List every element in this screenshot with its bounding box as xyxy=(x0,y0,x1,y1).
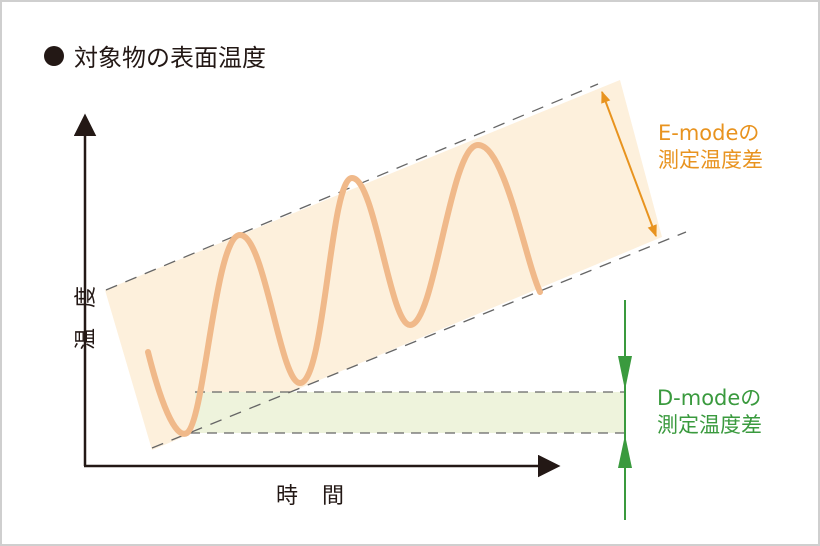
title-text: 対象物の表面温度 xyxy=(74,44,266,72)
d-mode-label-line2: 測定温度差 xyxy=(657,413,762,437)
d-mode-arrow-down-icon xyxy=(618,356,632,390)
d-mode-label: D-modeの 測定温度差 xyxy=(657,385,762,439)
e-mode-arrow xyxy=(601,90,657,238)
d-mode-band xyxy=(195,392,625,433)
e-mode-label-line2: 測定温度差 xyxy=(658,148,763,172)
d-mode-arrow-up-icon xyxy=(618,435,632,468)
e-band-top-line xyxy=(105,83,599,291)
diagram-title: 対象物の表面温度 xyxy=(44,38,266,73)
e-mode-label: E-modeの 測定温度差 xyxy=(658,120,763,174)
e-mode-label-line1: E-modeの xyxy=(658,121,760,145)
d-mode-label-line1: D-modeの xyxy=(657,386,762,410)
y-axis-label: 温度 xyxy=(74,265,100,351)
temperature-wave xyxy=(145,141,543,437)
x-axis-label: 時間 xyxy=(276,484,369,509)
bullet-icon xyxy=(44,45,64,66)
